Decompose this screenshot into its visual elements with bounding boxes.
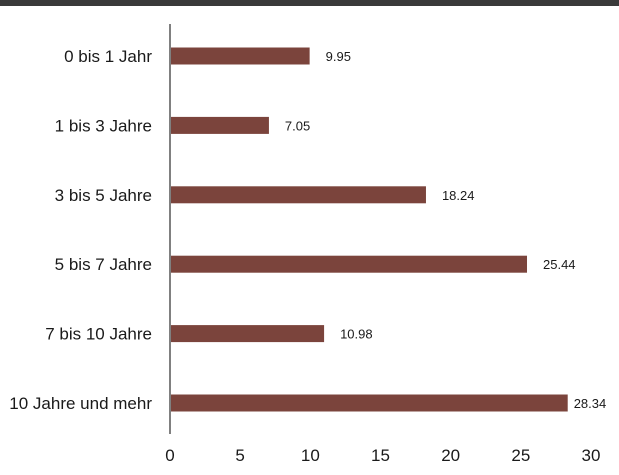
bar-1 xyxy=(171,47,310,65)
x-tick-15: 15 xyxy=(371,446,390,465)
x-tick-25: 25 xyxy=(511,446,530,465)
value-label-3: 18.24 xyxy=(442,188,475,203)
category-label-4: 5 bis 7 Jahre xyxy=(55,255,152,274)
x-tick-labels: 0 5 10 15 20 25 30 xyxy=(165,446,600,465)
category-label-1: 0 bis 1 Jahr xyxy=(64,47,152,66)
value-label-4: 25.44 xyxy=(543,257,576,272)
value-label-1: 9.95 xyxy=(326,49,351,64)
x-tick-5: 5 xyxy=(235,446,244,465)
value-label-5: 10.98 xyxy=(340,327,373,342)
data-labels: 9.95 7.05 18.24 25.44 10.98 28.34 xyxy=(285,49,606,411)
value-label-2: 7.05 xyxy=(285,118,310,133)
y-tick-labels: 0 bis 1 Jahr 1 bis 3 Jahre 3 bis 5 Jahre 5 … xyxy=(9,47,152,413)
category-label-2: 1 bis 3 Jahre xyxy=(55,116,152,135)
bar-2 xyxy=(171,116,269,134)
bar-4 xyxy=(171,255,528,273)
value-label-6: 28.34 xyxy=(574,396,607,411)
x-tick-0: 0 xyxy=(165,446,174,465)
top-border-bar xyxy=(0,0,619,6)
x-tick-30: 30 xyxy=(582,446,601,465)
category-label-3: 3 bis 5 Jahre xyxy=(55,186,152,205)
x-tick-20: 20 xyxy=(441,446,460,465)
category-label-6: 10 Jahre und mehr xyxy=(9,394,152,413)
bars-group xyxy=(171,47,568,412)
x-tick-10: 10 xyxy=(301,446,320,465)
category-label-5: 7 bis 10 Jahre xyxy=(45,325,152,344)
bar-6 xyxy=(171,394,568,412)
bar-3 xyxy=(171,186,426,204)
bar-5 xyxy=(171,325,325,343)
